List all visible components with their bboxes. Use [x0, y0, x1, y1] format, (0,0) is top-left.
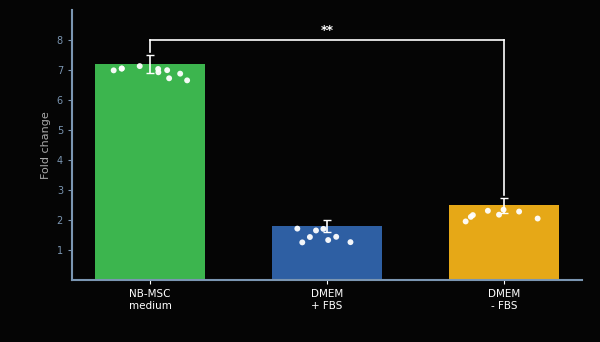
Y-axis label: Fold change: Fold change: [41, 111, 51, 179]
Point: [499, 207, 508, 212]
Point: [164, 76, 174, 81]
Point: [298, 240, 307, 245]
Point: [117, 66, 127, 71]
Point: [533, 216, 542, 221]
Point: [154, 69, 163, 75]
Point: [346, 239, 355, 245]
Point: [461, 219, 470, 224]
Point: [163, 67, 172, 73]
Point: [154, 66, 163, 72]
Point: [331, 234, 341, 239]
Point: [175, 71, 185, 76]
Point: [494, 212, 504, 218]
Point: [109, 68, 118, 73]
Point: [466, 214, 476, 220]
Text: **: **: [320, 24, 334, 37]
Point: [117, 66, 127, 71]
Point: [468, 212, 478, 218]
Point: [182, 78, 192, 83]
Point: [323, 237, 333, 243]
Point: [483, 208, 493, 213]
Point: [293, 226, 302, 231]
Bar: [95, 64, 205, 280]
Bar: [449, 206, 559, 280]
Point: [305, 234, 314, 240]
Point: [135, 63, 145, 69]
Bar: [272, 226, 382, 280]
Point: [514, 209, 524, 214]
Point: [311, 228, 321, 233]
Point: [319, 226, 328, 232]
